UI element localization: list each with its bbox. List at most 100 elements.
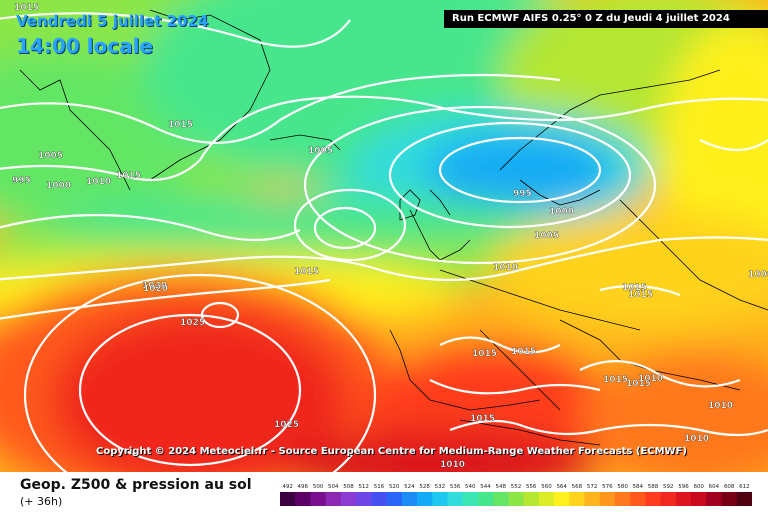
legend-swatch <box>340 492 357 506</box>
legend-tick: 536 <box>450 484 461 490</box>
legend-tick: 600 <box>693 484 704 490</box>
isobar-label: 1010 <box>708 401 733 411</box>
legend-tick: 528 <box>419 484 430 490</box>
legend-tick: 588 <box>648 484 659 490</box>
legend-tick: 608 <box>724 484 735 490</box>
legend-swatch <box>417 492 433 506</box>
legend-swatch <box>325 492 342 506</box>
legend-tick: 552 <box>511 484 522 490</box>
isobar-label: 1025 <box>180 318 205 328</box>
isobar-label: 1015 <box>116 171 141 181</box>
legend-swatch <box>462 492 479 506</box>
isobar-label: 1000 <box>46 181 71 191</box>
legend-swatch <box>356 492 372 506</box>
isobar-label: 1015 <box>470 414 495 424</box>
isobar-label: 1015 <box>472 349 497 359</box>
isobar-label: 995 <box>513 189 532 199</box>
isobar-label: 1010 <box>440 460 465 470</box>
legend-tick: 524 <box>404 484 415 490</box>
legend-tick: 572 <box>587 484 598 490</box>
legend-tick: 540 <box>465 484 476 490</box>
legend-swatch <box>523 492 540 506</box>
legend-swatch <box>477 492 494 506</box>
legend-swatch <box>660 492 677 506</box>
legend-swatch <box>706 492 722 506</box>
legend-swatch <box>280 492 296 506</box>
legend-swatch <box>569 492 585 506</box>
legend-tick: 584 <box>633 484 644 490</box>
legend-tick: 564 <box>556 484 567 490</box>
legend-swatch <box>493 492 509 506</box>
forecast-date: Vendredi 5 juillet 2024 <box>16 12 209 30</box>
isobar-label: 1020 <box>142 281 167 291</box>
legend-tick: 532 <box>435 484 446 490</box>
isobar-label: 1015 <box>628 290 653 300</box>
isobar-label: 1015 <box>603 375 628 385</box>
isobar-label: 1000 <box>748 270 768 280</box>
isobar-label: 1005 <box>534 231 559 241</box>
isobar-label: 1025 <box>274 420 299 430</box>
legend-tick: 520 <box>389 484 400 490</box>
legend-swatch <box>721 492 738 506</box>
legend-swatch <box>630 492 646 506</box>
legend-swatch <box>538 492 555 506</box>
legend-tick: 592 <box>663 484 674 490</box>
legend-tick: 576 <box>602 484 613 490</box>
isobar-label: 1010 <box>86 177 111 187</box>
legend-tick: 604 <box>709 484 720 490</box>
legend-tick: 612 <box>739 484 750 490</box>
isobar-label: 1020 <box>143 284 168 294</box>
legend-tick: 560 <box>541 484 552 490</box>
legend-tick: 548 <box>496 484 507 490</box>
isobar-label: 1015 <box>511 347 536 357</box>
legend-swatch <box>645 492 662 506</box>
legend-swatch <box>599 492 616 506</box>
legend-swatch <box>675 492 692 506</box>
forecast-time: 14:00 locale <box>16 34 153 58</box>
legend-tick: 512 <box>358 484 369 490</box>
legend-swatch <box>691 492 707 506</box>
legend-swatch <box>508 492 525 506</box>
legend-tick: 568 <box>572 484 583 490</box>
isobar-label: 1010 <box>638 374 663 384</box>
isobar-label: 1015 <box>14 3 39 13</box>
legend-swatch <box>736 492 752 506</box>
legend-swatch <box>386 492 403 506</box>
legend-swatch <box>584 492 601 506</box>
color-legend: 492 496 500 504 508 512 516 520 524 528 532 536 540 5… <box>280 484 752 506</box>
legend-tick: 492 <box>282 484 293 490</box>
legend-swatch <box>432 492 448 506</box>
isobar-label: 1000 <box>549 207 574 217</box>
isobar-label: 1015 <box>626 379 651 389</box>
isobar-label: 1015 <box>168 120 193 130</box>
isobar-label: 995 <box>12 176 31 186</box>
copyright-notice: Copyright © 2024 Meteociel.fr - Source E… <box>96 446 687 457</box>
legend-tick: 580 <box>617 484 628 490</box>
legend-swatch <box>447 492 464 506</box>
isobar-label: 1005 <box>308 146 333 156</box>
legend-tick: 544 <box>480 484 491 490</box>
chart-title: Geop. Z500 & pression au sol <box>20 477 252 493</box>
legend-tick: 556 <box>526 484 537 490</box>
isobar-label: 1010 <box>493 263 518 273</box>
isobars <box>0 12 768 472</box>
isobar-label: 1005 <box>38 151 63 161</box>
legend-swatch <box>295 492 311 506</box>
legend-tick: 516 <box>374 484 385 490</box>
forecast-lead-time: (+ 36h) <box>20 495 63 508</box>
legend-tick: 496 <box>298 484 309 490</box>
legend-swatch <box>615 492 631 506</box>
geopotential-field <box>0 0 768 472</box>
isobar-label: 1010 <box>684 434 709 444</box>
coastlines <box>19 9 768 446</box>
model-run-label: Run ECMWF AIFS 0.25° 0 Z du Jeudi 4 juil… <box>444 10 768 28</box>
isobar-label: 1015 <box>294 267 319 277</box>
legend-tick: 596 <box>678 484 689 490</box>
legend-tick: 500 <box>313 484 324 490</box>
legend-tick: 504 <box>328 484 339 490</box>
legend-tick: 508 <box>343 484 354 490</box>
legend-swatch <box>310 492 327 506</box>
